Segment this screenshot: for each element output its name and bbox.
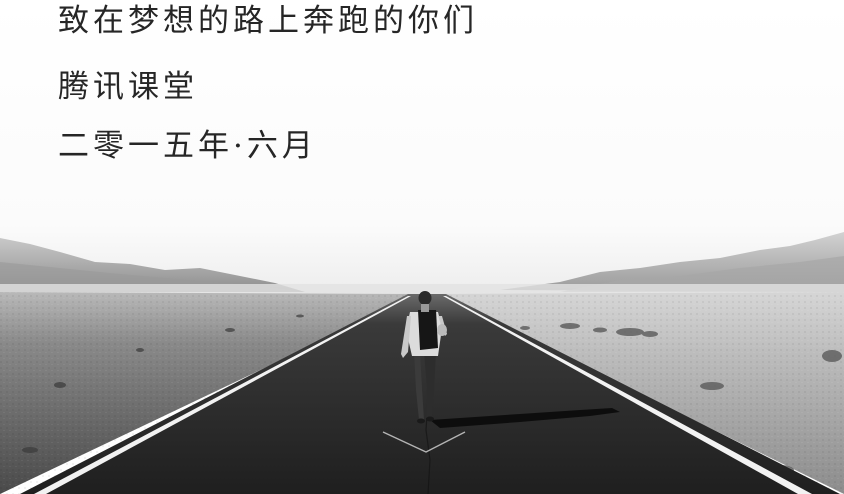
road-edge-line-right (443, 296, 812, 494)
brand-name: 腾讯课堂 (58, 69, 198, 105)
date-line: 二零一五年·六月 (58, 128, 317, 164)
sky (0, 0, 844, 300)
man-shadow (430, 408, 620, 428)
man-walking-icon (401, 291, 447, 424)
road-edge-line-left (34, 296, 411, 494)
desert-stones-left (22, 314, 304, 453)
dedication-line: 致在梦想的路上奔跑的你们 (58, 3, 478, 39)
